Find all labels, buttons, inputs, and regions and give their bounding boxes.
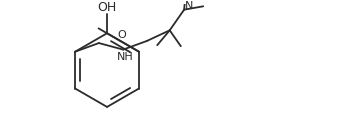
Text: NH: NH xyxy=(117,52,133,62)
Text: N: N xyxy=(185,1,193,11)
Text: OH: OH xyxy=(97,1,117,14)
Text: O: O xyxy=(118,30,126,40)
